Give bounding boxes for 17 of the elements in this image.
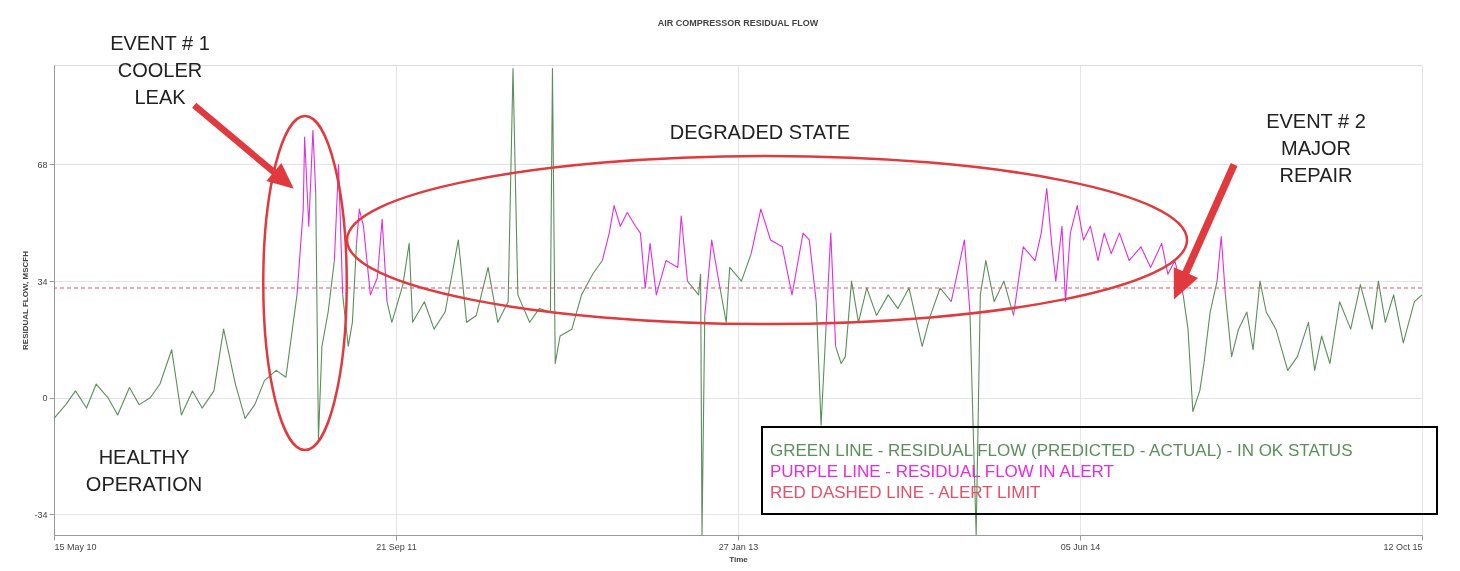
annotation: DEGRADED STATE bbox=[669, 121, 851, 143]
y-tick-label: 68 bbox=[37, 159, 48, 170]
annotation: HEALTHY OPERATION bbox=[85, 446, 203, 495]
x-tick-label: 05 Jun 14 bbox=[1060, 541, 1101, 552]
x-tick-label: 15 May 10 bbox=[54, 541, 97, 552]
y-tick-label: 34 bbox=[37, 276, 48, 287]
y-tick-label: 0 bbox=[42, 393, 48, 404]
x-tick-label: 21 Sep 11 bbox=[376, 541, 417, 552]
annotation: EVENT # 1 COOLER LEAK bbox=[110, 32, 210, 108]
text: GREEN LINE - RESIDUAL FLOW (PREDICTED - ACTUAL) - IN OK STATUS bbox=[770, 441, 1353, 460]
annotation: EVENT # 2 MAJOR REPAIR bbox=[1266, 110, 1366, 186]
x-tick-label: 27 Jan 13 bbox=[718, 541, 759, 552]
y-tick-label: -34 bbox=[34, 509, 48, 520]
x-tick-label: 12 Oct 15 bbox=[1383, 541, 1423, 552]
chart-title: AIR COMPRESSOR RESIDUAL FLOW bbox=[657, 18, 819, 28]
x-axis-title: Time bbox=[729, 554, 749, 564]
y-axis-title: RESIDUAL FLOW, MSCFH bbox=[21, 250, 31, 350]
